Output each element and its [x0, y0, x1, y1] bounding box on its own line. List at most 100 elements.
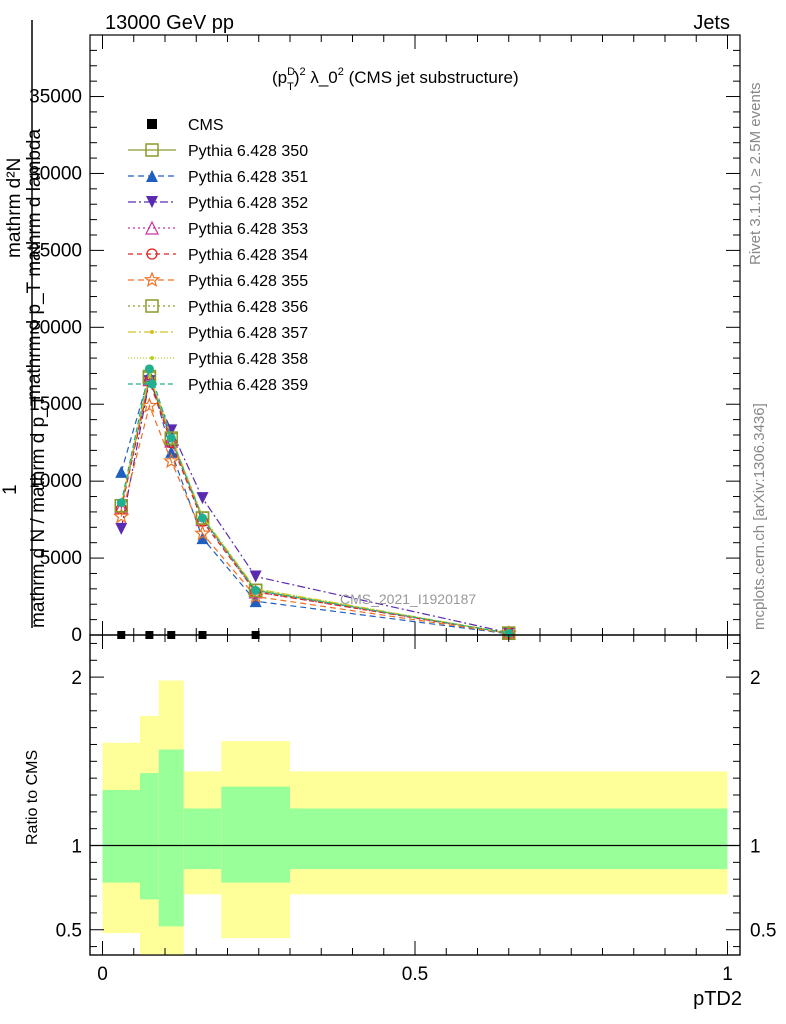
title-sq2: 2 [338, 66, 344, 78]
ylabel-line-3: 1 [0, 484, 21, 495]
legend-entry: Pythia 6.428 357 [128, 325, 308, 342]
legend-marker [146, 196, 158, 208]
ratio-band-green [102, 789, 140, 883]
legend-label: Pythia 6.428 359 [188, 377, 308, 394]
series-point [115, 522, 128, 535]
analysis-watermark: CMS_2021_I1920187 [340, 591, 476, 607]
series-point [196, 492, 209, 505]
y-tick-label: 30000 [29, 163, 82, 184]
series-point [249, 595, 262, 608]
legend-entry: Pythia 6.428 358 [128, 351, 308, 368]
legend-label: Pythia 6.428 353 [188, 221, 308, 238]
x-tick-label: 0 [97, 964, 108, 985]
ratio-band-green [140, 773, 159, 900]
legend-marker [145, 299, 159, 313]
series-point [164, 431, 178, 445]
ratio-band-green [221, 786, 290, 883]
ratio-y-tick-label-right: 1 [750, 837, 761, 858]
ratio-y-tick-label: 2 [71, 668, 82, 689]
ratio-ticks: 0.5 0.5 1 1 2 2 0 0.5 1 [56, 635, 776, 985]
title-part-a: (p [272, 68, 287, 87]
legend-marker [146, 248, 158, 260]
ratio-band-green [158, 749, 184, 927]
x-axis-label: pTD2 [693, 988, 742, 1010]
legend-label: Pythia 6.428 358 [188, 351, 308, 368]
series-point [165, 445, 178, 458]
ratio-y-tick-label-right: 0.5 [750, 921, 776, 942]
legend-label: Pythia 6.428 352 [188, 195, 308, 212]
legend-label: Pythia 6.428 354 [188, 247, 308, 264]
legend-marker [147, 119, 157, 129]
x-tick-label: 1 [722, 964, 733, 985]
y-tick-label: 35000 [29, 87, 82, 108]
series-line [120, 379, 509, 634]
mcplots-label: mcplots.cern.ch [arXiv:1306.3436] [751, 403, 768, 630]
series-point [163, 452, 180, 469]
title-sup: D [287, 66, 295, 78]
ratio-ylabel: Ratio to CMS [24, 750, 41, 845]
legend-marker [147, 379, 157, 389]
series-point [198, 513, 207, 523]
title-sq1: 2 [299, 66, 305, 78]
legend-entry-cms: CMS [147, 117, 224, 134]
legend-marker [146, 170, 158, 182]
legend-label: Pythia 6.428 350 [188, 143, 308, 160]
legend-label: Pythia 6.428 357 [188, 325, 308, 342]
ratio-band-green [290, 808, 728, 870]
legend: CMS Pythia 6.428 350 Pythia 6.428 351 Pythi… [128, 117, 308, 394]
ratio-y-tick-label: 0.5 [56, 921, 82, 942]
ylabel-line-4: mathrm d N / mathrm d p_T [28, 394, 49, 628]
ratio-y-tick-label: 1 [71, 837, 82, 858]
series-point [194, 524, 211, 541]
legend-label: Pythia 6.428 351 [188, 169, 308, 186]
title-part-c: λ_0 [306, 68, 338, 87]
rivet-label: Rivet 3.1.10, ≥ 2.5M events [747, 83, 764, 266]
legend-entry: Pythia 6.428 351 [128, 169, 308, 186]
title-part-d: (CMS jet substructure) [344, 68, 519, 87]
series-point [196, 532, 209, 545]
legend-marker [145, 143, 159, 157]
y-tick-label: 10000 [29, 471, 82, 492]
series-point [115, 465, 128, 478]
x-tick-label: 0.5 [402, 964, 428, 985]
title-sub: T [287, 81, 294, 93]
series-point [113, 507, 130, 524]
legend-label: Pythia 6.428 355 [188, 273, 308, 290]
main-ylabel: mathrm d²N mathrm d p_T mathrm d lambda … [0, 20, 49, 628]
series-355 [113, 397, 517, 641]
y-tick-label: 25000 [29, 240, 82, 261]
ratio-band-green [183, 808, 222, 870]
series-point [141, 397, 158, 413]
legend-entry: Pythia 6.428 355 [128, 271, 308, 290]
ylabel-line-2: mathrm d p_T mathrm d lambda [24, 129, 45, 400]
title-part-b: ) [294, 68, 300, 87]
y-tick-label: 0 [71, 625, 82, 646]
main-ticks: 0 5000 10000 15000 20000 25000 30000 35000 [29, 35, 740, 646]
series-line [120, 379, 509, 634]
legend-entry: Pythia 6.428 353 [128, 220, 308, 238]
legend-label: Pythia 6.428 356 [188, 299, 308, 316]
y-tick-label: 5000 [40, 548, 82, 569]
series-point [195, 511, 210, 525]
series-point [251, 585, 261, 595]
legend-entry: Pythia 6.428 354 [128, 247, 308, 264]
legend-label: CMS [188, 117, 224, 134]
legend-marker [150, 330, 154, 334]
series-point [249, 570, 262, 583]
legend-marker [150, 356, 154, 360]
ratio-y-tick-label-right: 2 [750, 668, 761, 689]
legend-entry: Pythia 6.428 352 [128, 195, 308, 212]
header-left: 13000 GeV pp [105, 12, 234, 34]
ratio-bands [102, 680, 728, 955]
legend-marker [145, 220, 159, 235]
series-point [247, 587, 264, 604]
legend-entry: Pythia 6.428 359 [128, 377, 308, 394]
series-359 [116, 364, 514, 638]
series-line [120, 366, 509, 634]
legend-marker [143, 271, 161, 288]
y-tick-label: 15000 [29, 394, 82, 415]
ylabel-line-1: mathrm d²N [4, 158, 25, 258]
series-point [116, 498, 126, 508]
legend-entry: Pythia 6.428 356 [128, 299, 308, 316]
